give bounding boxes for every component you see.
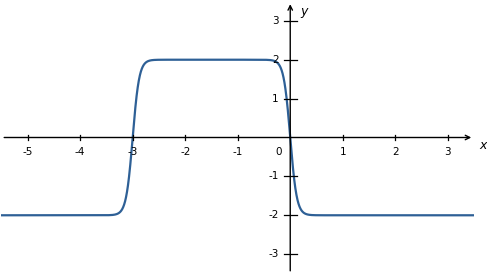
Text: -4: -4 [75, 147, 85, 157]
Text: 3: 3 [445, 147, 451, 157]
Text: 1: 1 [339, 147, 346, 157]
Text: -2: -2 [180, 147, 190, 157]
Text: y: y [301, 5, 308, 18]
Text: 2: 2 [392, 147, 398, 157]
Text: -3: -3 [268, 249, 279, 259]
Text: -2: -2 [268, 210, 279, 220]
Text: -1: -1 [268, 171, 279, 182]
Text: -3: -3 [128, 147, 138, 157]
Text: 3: 3 [272, 16, 279, 26]
Text: x: x [479, 139, 487, 152]
Text: 2: 2 [272, 55, 279, 65]
Text: -1: -1 [232, 147, 243, 157]
Text: 1: 1 [272, 94, 279, 104]
Text: 0: 0 [276, 147, 282, 157]
Text: -5: -5 [22, 147, 33, 157]
